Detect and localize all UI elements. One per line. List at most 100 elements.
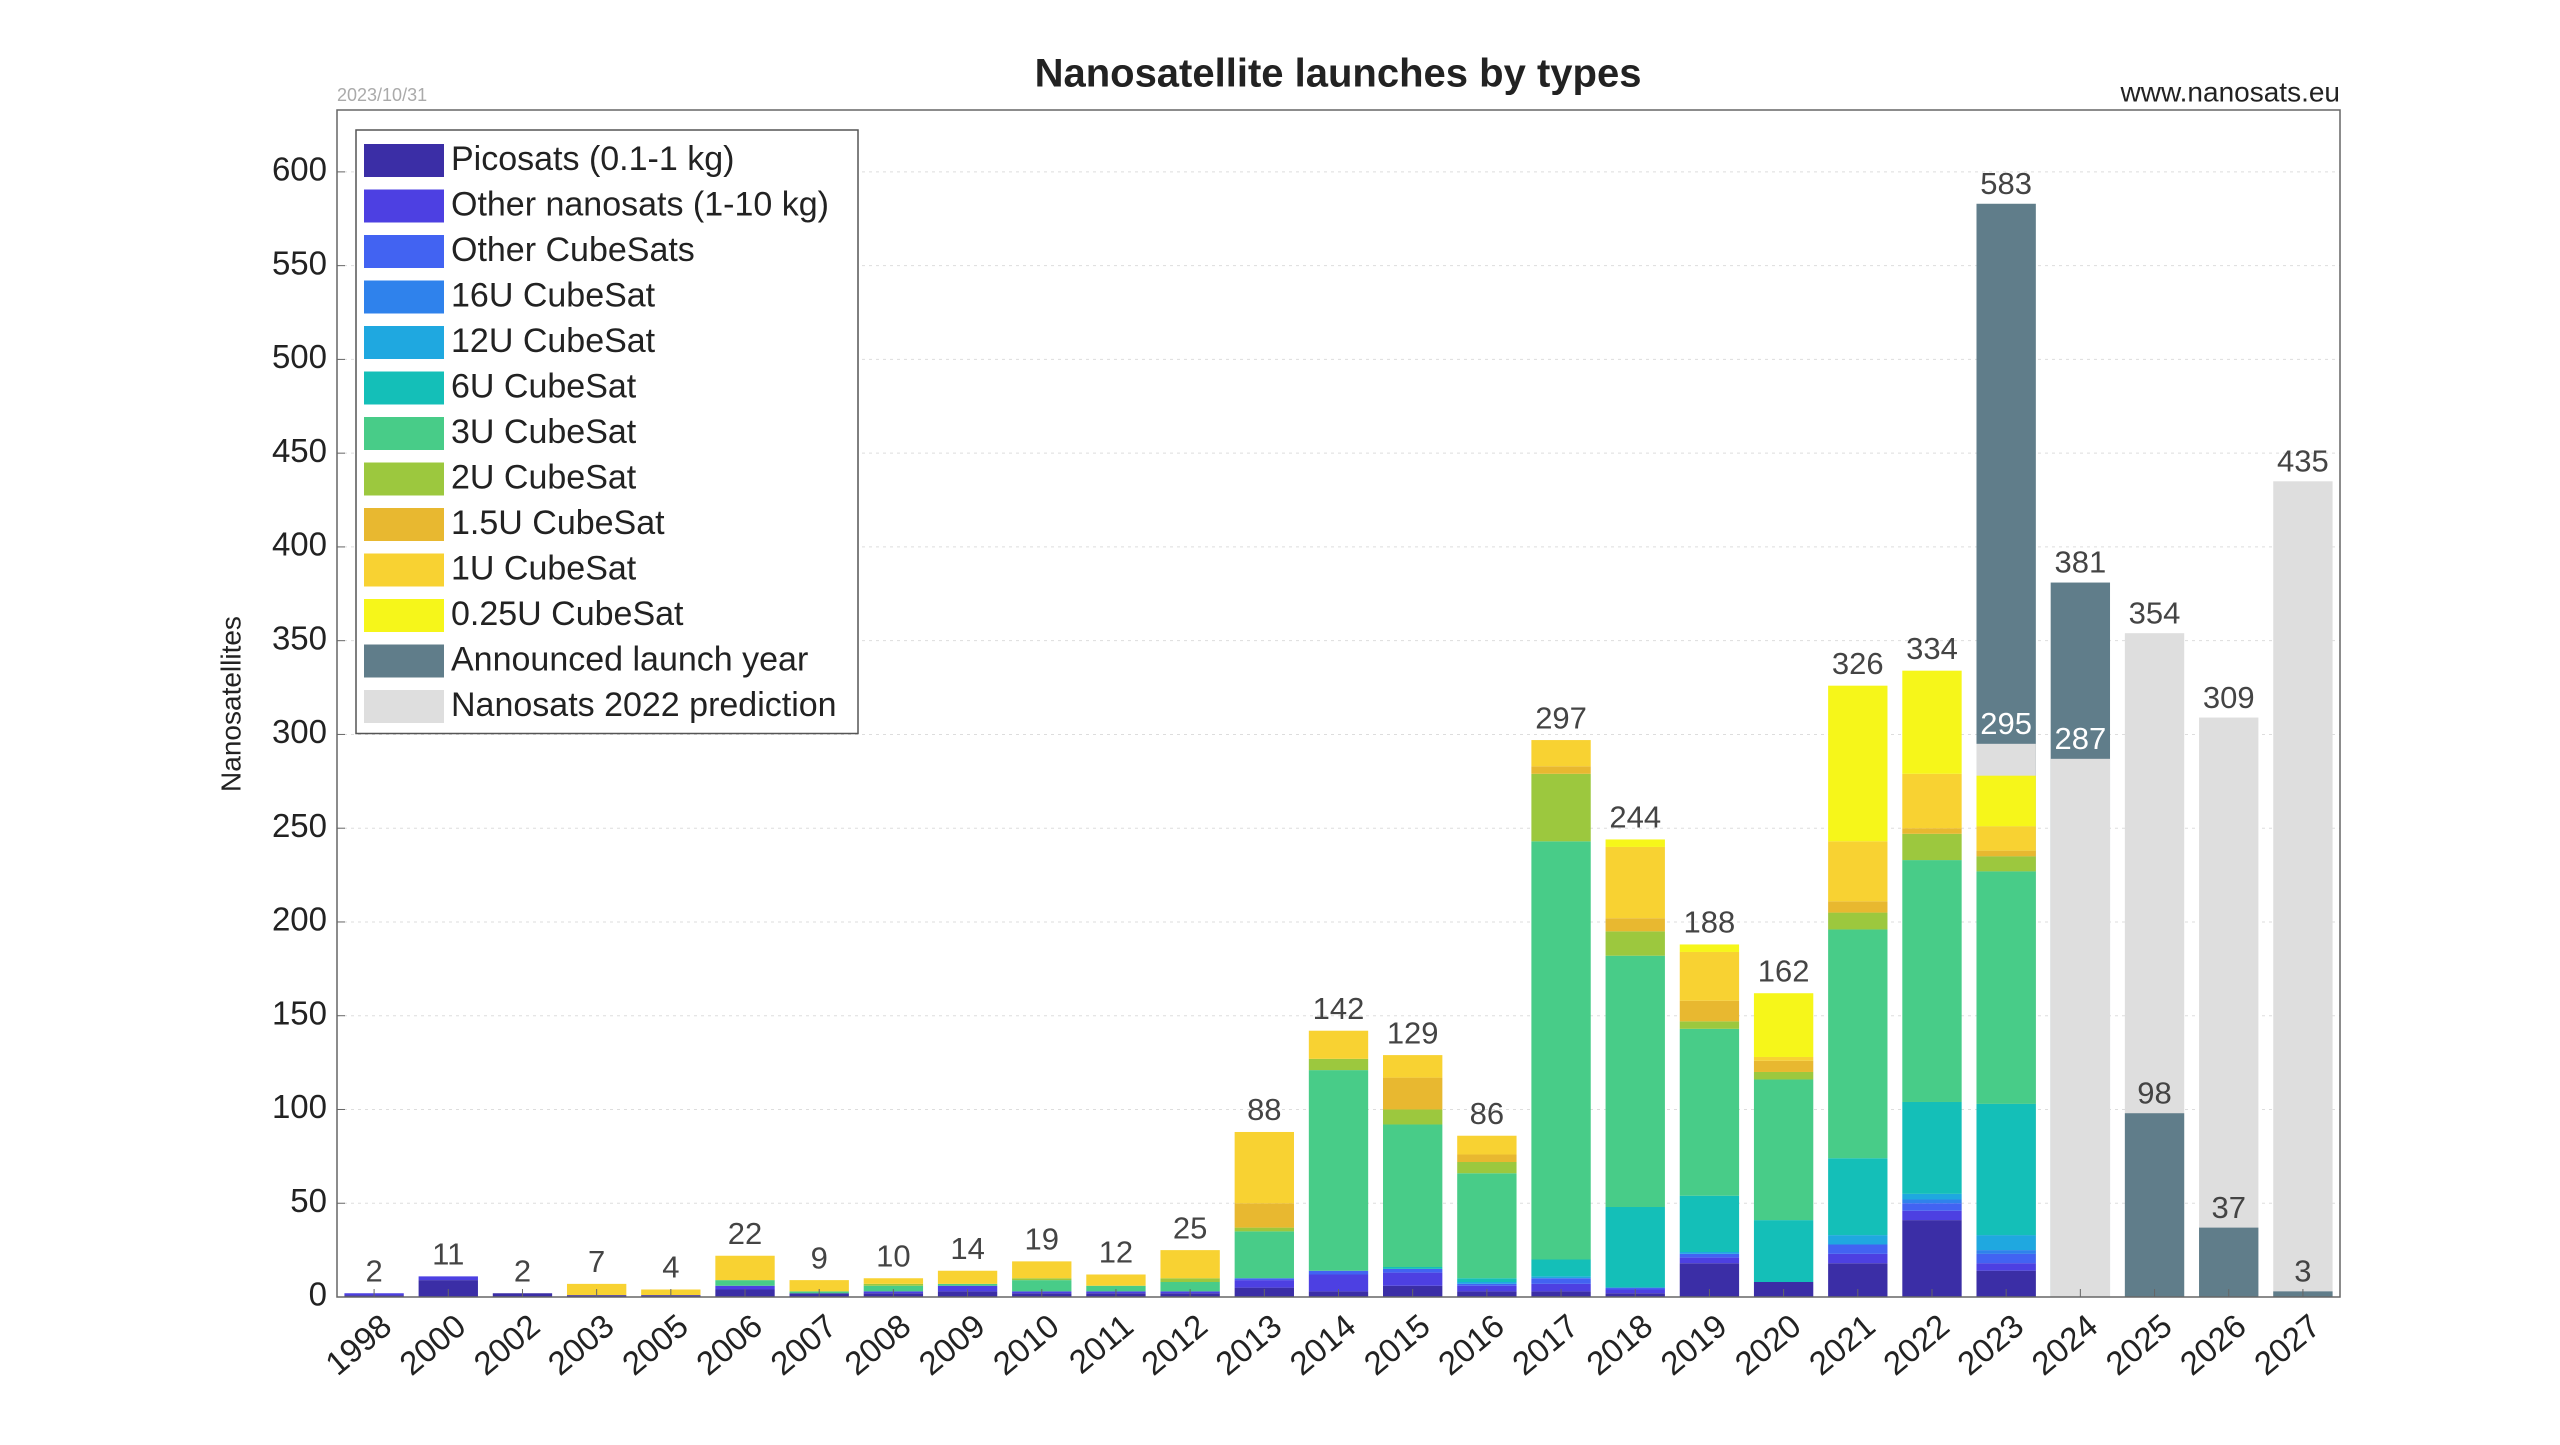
bar-segment <box>1753 1060 1814 1072</box>
legend-swatch <box>364 189 444 223</box>
bar-segment <box>1828 912 1888 930</box>
bar <box>2050 758 2111 1297</box>
y-tick-label: 0 <box>309 1276 327 1313</box>
bar-segment <box>1605 839 1665 847</box>
legend-label: Nanosats 2022 prediction <box>451 686 837 724</box>
y-axis-label: Nanosatellites <box>215 616 246 792</box>
legend-label: 16U CubeSat <box>451 276 656 314</box>
total-label: 7 <box>588 1244 605 1279</box>
total-label: 188 <box>1684 905 1736 940</box>
bar <box>2273 481 2333 1298</box>
bar-segment <box>1383 1266 1443 1269</box>
bar-segment <box>1753 1056 1814 1061</box>
legend-swatch <box>364 417 444 450</box>
bar-segment <box>1902 1203 1962 1211</box>
legend-swatch <box>364 644 444 678</box>
bar-segment <box>1457 1285 1517 1292</box>
legend-swatch <box>364 553 444 587</box>
bar-segment <box>1605 846 1665 919</box>
legend-label: Other CubeSats <box>451 231 695 269</box>
legend-swatch <box>364 462 444 496</box>
bar-segment <box>1753 1079 1814 1221</box>
bar-segment <box>418 1280 478 1297</box>
value-label: 295 <box>1980 706 2032 741</box>
bar-segment <box>1605 955 1665 1207</box>
bar-segment <box>1308 1270 1369 1275</box>
bar-segment <box>1679 1021 1740 1029</box>
legend-swatch <box>364 371 444 405</box>
bar-segment <box>1976 871 2036 1104</box>
total-label: 12 <box>1099 1235 1133 1270</box>
bar-segment <box>1679 1251 1740 1254</box>
bar-segment <box>1234 1280 1294 1288</box>
bar-segment <box>1753 1071 1814 1080</box>
total-label: 10 <box>876 1238 910 1273</box>
bar-segment <box>1605 931 1665 956</box>
total-label: 14 <box>950 1231 984 1266</box>
bar-segment <box>1828 685 1888 842</box>
bar-segment <box>1828 841 1888 902</box>
bar-segment <box>1976 775 2036 827</box>
y-tick-label: 150 <box>272 994 327 1031</box>
bar-segment <box>1679 951 1740 1001</box>
bar-segment <box>1457 1154 1517 1162</box>
legend-label: Picosats (0.1-1 kg) <box>451 140 734 178</box>
value-label: 381 <box>2054 545 2106 580</box>
legend-label: 1.5U CubeSat <box>451 504 665 542</box>
bar-segment <box>789 1280 849 1292</box>
bar-segment <box>1531 1276 1591 1279</box>
bar-segment <box>1605 1206 1665 1288</box>
bar-segment <box>1976 1253 2036 1264</box>
value-label: 287 <box>2054 721 2106 756</box>
total-label: 334 <box>1906 631 1958 666</box>
bar-segment <box>1828 901 1888 913</box>
bar-segment <box>937 1270 998 1284</box>
bar-segment <box>1086 1274 1146 1286</box>
total-label: 2 <box>365 1253 382 1288</box>
bar-segment <box>1012 1280 1072 1292</box>
bar-segment <box>1976 1250 2036 1254</box>
bar-segment <box>1531 766 1591 774</box>
bar-segment <box>1160 1250 1220 1279</box>
bar-segment <box>1531 773 1591 842</box>
bar-segment <box>1457 1281 1517 1284</box>
bar-segment <box>1457 1283 1517 1286</box>
legend-swatch <box>364 599 444 632</box>
bar-segment <box>1383 1055 1443 1078</box>
value-label: 309 <box>2203 680 2255 715</box>
bar-segment <box>1308 1030 1369 1059</box>
y-tick-label: 500 <box>272 338 327 375</box>
bar-segment <box>1531 1259 1591 1277</box>
legend-swatch <box>364 144 444 177</box>
total-label: 25 <box>1173 1210 1207 1245</box>
bar-segment <box>1531 1283 1591 1292</box>
bar-segment <box>1308 1070 1369 1271</box>
bar-segment <box>1160 1281 1220 1292</box>
bar-segment <box>715 1255 775 1281</box>
bar-segment <box>1976 1103 2036 1236</box>
bar-segment <box>1902 773 1962 829</box>
legend-label: 0.25U CubeSat <box>451 595 684 633</box>
y-tick-label: 300 <box>272 713 327 750</box>
total-label: 88 <box>1247 1092 1281 1127</box>
y-tick-label: 400 <box>272 526 327 563</box>
bar-segment <box>1976 1263 2036 1271</box>
bar-segment <box>715 1285 775 1290</box>
y-tick-label: 100 <box>272 1088 327 1125</box>
bar-segment <box>1976 850 2036 857</box>
bar-segment <box>1308 1274 1369 1292</box>
bar-segment <box>715 1280 775 1286</box>
legend-label: 1U CubeSat <box>451 549 637 587</box>
legend-swatch <box>364 508 444 541</box>
legend-label: Other nanosats (1-10 kg) <box>451 185 829 223</box>
bar-segment <box>1308 1058 1369 1071</box>
bar <box>2199 1227 2259 1297</box>
total-label: 162 <box>1758 953 1810 988</box>
legend: Picosats (0.1-1 kg) Other nanosats (1-10 … <box>355 129 859 735</box>
bar-segment <box>1234 1231 1294 1279</box>
bar-segment <box>1531 841 1591 1260</box>
value-label: 3 <box>2294 1254 2311 1289</box>
bar-segment <box>1383 1268 1443 1273</box>
legend-label: Announced launch year <box>451 640 808 678</box>
bar-segment <box>1902 833 1962 861</box>
